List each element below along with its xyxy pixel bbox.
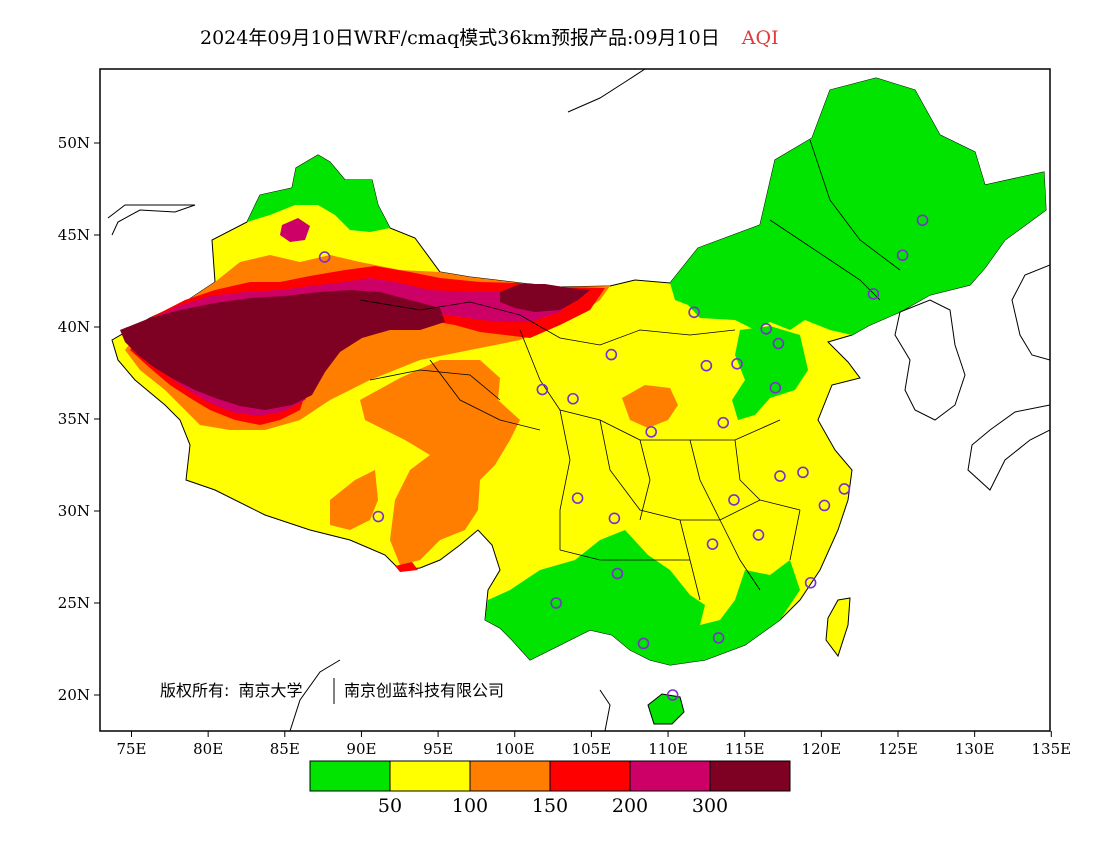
station-marker-icon <box>896 249 909 262</box>
x-tick-label: 125E <box>878 740 918 758</box>
legend-threshold-label: 300 <box>692 795 728 817</box>
neighbor-coastline-vietnam <box>599 689 611 731</box>
y-tick-label: 50N <box>58 134 90 152</box>
region-red-hotspot <box>395 562 418 572</box>
region-maroon-tarim <box>120 290 445 410</box>
y-tick-label: 20N <box>58 686 90 704</box>
station-marker-icon <box>700 359 713 372</box>
region-yellow-taiwan <box>825 597 851 658</box>
legend-threshold-label: 100 <box>452 795 488 817</box>
legend-swatch-200-300 <box>629 760 711 792</box>
x-tick-label: 95E <box>423 740 453 758</box>
y-tick-label: 25N <box>58 594 90 612</box>
y-tick-label: 45N <box>58 226 90 244</box>
station-marker-icon <box>774 470 786 482</box>
map-title: 2024年09月10日WRF/cmaq模式36km预报产品:09月10日 AQI <box>200 27 779 49</box>
station-marker-icon <box>772 337 785 350</box>
copyright-owner-2: 南京创蓝科技有限公司 <box>344 681 504 700</box>
legend-threshold-label: 50 <box>378 795 402 817</box>
station-marker-icon <box>760 323 772 335</box>
station-marker-icon <box>567 392 579 405</box>
neighbor-coastline-korea <box>894 299 966 421</box>
x-tick-label: 85E <box>270 740 300 758</box>
station-marker-icon <box>916 214 929 227</box>
legend-threshold-label: 150 <box>532 795 568 817</box>
x-tick-label: 80E <box>193 740 223 758</box>
region-orange-tibet-west <box>330 470 378 530</box>
map-frame <box>99 68 1051 732</box>
copyright-prefix: 版权所有: <box>160 681 229 700</box>
x-tick-label: 100E <box>495 740 535 758</box>
map-area: 版权所有: 南京大学 南京创蓝科技有限公司 <box>100 69 1050 731</box>
station-marker-icon <box>372 510 385 523</box>
y-tick-label: 40N <box>58 318 90 336</box>
legend-swatch-100-150 <box>469 760 551 792</box>
x-tick-label: 110E <box>648 740 688 758</box>
station-marker-icon <box>550 597 562 609</box>
neighbor-coastline-kyushu <box>967 404 1050 491</box>
station-marker-icon <box>797 466 809 479</box>
boundary-lines <box>107 69 1050 731</box>
station-marker-icon <box>706 538 719 550</box>
legend-threshold-label: 200 <box>612 795 648 817</box>
station-marker-icon <box>752 529 765 541</box>
copyright-owner-1: 南京大学 <box>239 681 303 700</box>
station-marker-icon <box>608 512 621 525</box>
map-title-main: 2024年09月10日WRF/cmaq模式36km预报产品:09月10日 <box>200 27 720 49</box>
x-tick-label: 115E <box>725 740 765 758</box>
station-marker-icon <box>637 637 650 650</box>
station-marker-icon <box>611 567 624 580</box>
region-orange-central <box>622 385 678 428</box>
region-green-north-plain <box>732 326 808 420</box>
station-marker-icon <box>666 689 679 701</box>
copyright-notice: 版权所有: 南京大学 <box>160 681 303 700</box>
station-marker-icon <box>867 288 880 300</box>
region-green-northwest <box>247 155 390 232</box>
neighbor-coastline-kazakh-sea <box>107 204 196 236</box>
y-tick-label: 35N <box>58 410 90 428</box>
region-green-hainan <box>647 693 685 725</box>
legend-swatch-50-100 <box>389 760 471 792</box>
station-marker-icon <box>717 416 730 429</box>
region-green-south <box>485 530 800 665</box>
station-marker-icon <box>769 381 782 394</box>
x-tick-label: 120E <box>802 740 842 758</box>
station-marker-icon <box>605 348 618 361</box>
legend-swatch->300 <box>709 760 791 792</box>
region-orange-tibet <box>360 360 520 565</box>
station-marker-icon <box>731 357 743 370</box>
station-marker-icon <box>571 492 584 504</box>
station-marker-icon <box>838 483 851 495</box>
province-boundaries <box>359 139 901 601</box>
longitude-axis: 75E 80E 85E 90E 95E 100E 105E 110E 115E 120E 125E 1… <box>116 731 1071 758</box>
latitude-axis: 50N 45N 40N 35N 30N 25N 20N <box>58 134 100 704</box>
map-title-variable: AQI <box>741 27 779 49</box>
x-tick-label: 135E <box>1032 740 1072 758</box>
x-tick-label: 75E <box>116 740 146 758</box>
neighbor-coastline-japan <box>1011 264 1050 361</box>
y-tick-label: 30N <box>58 502 90 520</box>
station-marker-icon <box>818 499 831 512</box>
region-maroon-east <box>500 284 590 312</box>
station-marker-icon <box>318 251 331 263</box>
station-markers <box>318 214 929 701</box>
x-tick-label: 105E <box>572 740 612 758</box>
station-marker-icon <box>536 383 549 396</box>
station-marker-icon <box>804 576 817 589</box>
neighbor-coastline-bay <box>289 659 341 731</box>
station-marker-icon <box>712 632 725 644</box>
station-marker-icon <box>688 306 700 319</box>
station-marker-icon <box>645 426 657 438</box>
region-magenta-hotspot <box>280 218 310 242</box>
region-green-northeast <box>670 78 1046 335</box>
aqi-legend: 50 100 150 200 300 <box>309 760 791 817</box>
neighbor-coastline-russia-north <box>567 69 646 113</box>
x-tick-label: 130E <box>955 740 995 758</box>
legend-swatch-0-50 <box>309 760 391 792</box>
x-tick-label: 90E <box>346 740 376 758</box>
station-marker-icon <box>728 494 740 506</box>
legend-swatch-150-200 <box>549 760 631 792</box>
